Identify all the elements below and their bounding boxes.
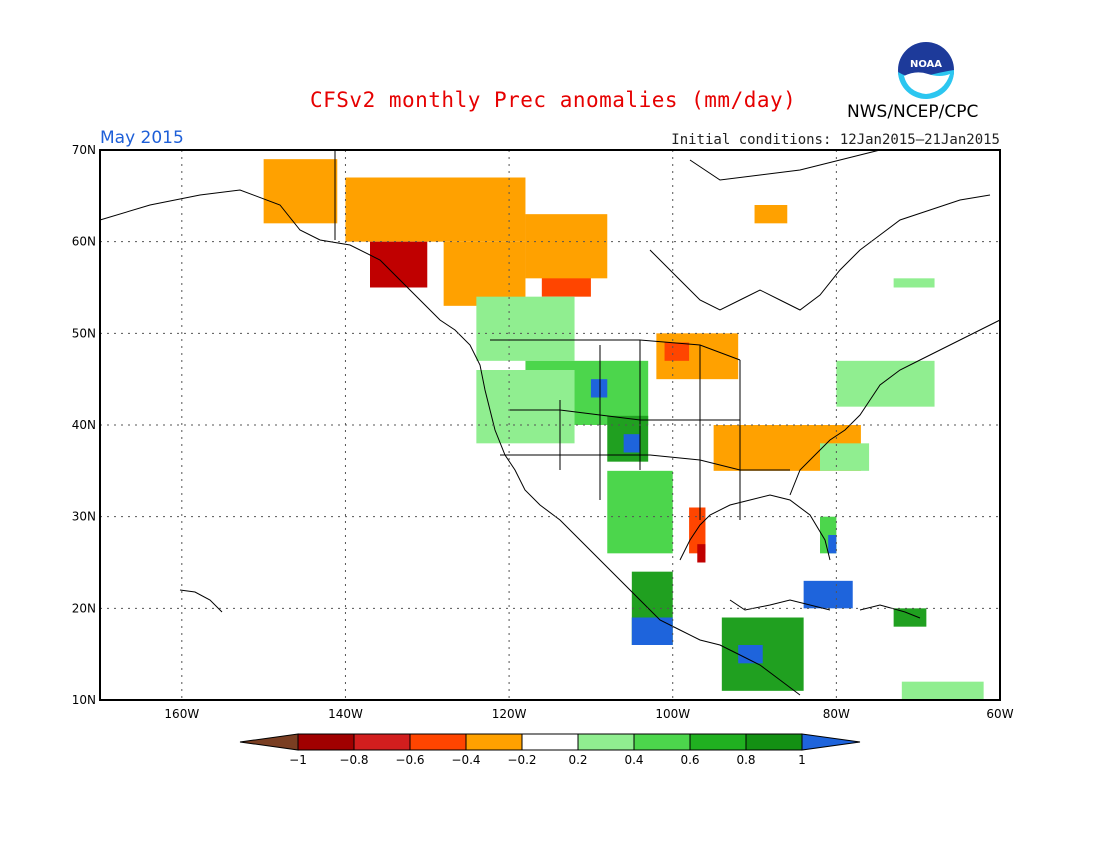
- colorbar-swatch: [521, 733, 579, 751]
- colorbar-label: 1: [798, 753, 806, 767]
- lat-tick-label: 20N: [72, 601, 96, 615]
- anomaly-ontario-mod-dry: [664, 342, 690, 361]
- colorbar-swatch: [577, 733, 635, 751]
- agency-label: NWS/NCEP/CPC: [847, 102, 979, 122]
- colorbar-label: −0.2: [507, 753, 536, 767]
- colorbar-high-arrow: [801, 733, 861, 751]
- noaa-logo-icon: NOAA: [898, 42, 955, 100]
- colorbar-swatch: [409, 733, 467, 751]
- lon-tick-label: 80W: [823, 707, 850, 721]
- colorbar-label: 0.2: [568, 753, 587, 767]
- lat-tick-label: 30N: [72, 510, 96, 524]
- colorbar-label: 0.8: [736, 753, 755, 767]
- anomaly-pacnw-wet: [476, 296, 575, 361]
- longitude-labels: 160W 140W 120W 100W 80W 60W: [164, 707, 1013, 721]
- map-gridlines: [100, 150, 1000, 700]
- lon-tick-label: 160W: [164, 707, 199, 721]
- colorbar-swatch: [745, 733, 803, 751]
- anomaly-bc-coast-dry: [370, 241, 428, 288]
- colorbar-label: −0.8: [339, 753, 368, 767]
- lat-tick-label: 40N: [72, 418, 96, 432]
- lon-tick-label: 60W: [986, 707, 1013, 721]
- initial-conditions: Initial conditions: 12Jan2015–21Jan2015: [671, 132, 1000, 148]
- anomaly-n-alaska-dry: [263, 159, 338, 224]
- anomaly-montana-very-wet: [590, 379, 608, 398]
- latitude-labels: 70N 60N 50N 40N 30N 20N 10N: [72, 143, 96, 707]
- anomaly-n-quebec-wet: [893, 278, 935, 288]
- colorbar-label: −0.6: [395, 753, 424, 767]
- colorbar-swatch: [297, 733, 355, 751]
- anomaly-mexico-very-wet: [631, 617, 673, 645]
- anomaly-cuba-very-wet: [803, 580, 853, 609]
- anomaly-se-us-wet: [820, 443, 870, 471]
- coastlines: [99, 149, 1001, 696]
- lon-tick-label: 100W: [655, 707, 690, 721]
- colorbar-swatch: [689, 733, 747, 751]
- chart-title: CFSv2 monthly Prec anomalies (mm/day): [310, 88, 797, 112]
- anomaly-great-basin-wet: [476, 370, 575, 444]
- forecast-period: May 2015: [100, 128, 184, 148]
- colorbar-low-arrow: [239, 733, 299, 751]
- anomaly-texas-coast-very-dry: [697, 544, 706, 563]
- colorbar: −1 −0.8 −0.6 −0.4 −0.2 0.2 0.4 0.6 0.8 1: [239, 733, 861, 767]
- lat-tick-label: 60N: [72, 235, 96, 249]
- colorbar-swatch: [633, 733, 691, 751]
- lon-tick-label: 140W: [328, 707, 363, 721]
- map-frame: [99, 149, 1001, 701]
- lat-tick-label: 50N: [72, 326, 96, 340]
- anomaly-texas-coast-dry: [689, 507, 706, 554]
- lat-tick-label: 70N: [72, 143, 96, 157]
- anomaly-nw-canada-dry: [345, 177, 526, 242]
- anomaly-w-canada-dry: [443, 241, 526, 306]
- anomaly-alberta-dry: [525, 214, 608, 279]
- anomaly-regions: [263, 159, 984, 700]
- lat-tick-label: 10N: [72, 693, 96, 707]
- anomaly-florida-very-wet: [828, 535, 837, 554]
- anomaly-venezuela-wet: [901, 681, 984, 700]
- lon-tick-label: 120W: [492, 707, 527, 721]
- anomaly-ne-us-wet: [836, 360, 935, 407]
- anomaly-hispaniola-wet: [893, 608, 927, 627]
- anomaly-colorado-very-wet: [623, 434, 640, 453]
- anomaly-central-america-very-wet: [738, 645, 763, 664]
- noaa-logo-text: NOAA: [910, 59, 942, 70]
- colorbar-swatch: [465, 733, 523, 751]
- anomaly-texas-wet: [607, 470, 673, 554]
- colorbar-label: −1: [289, 753, 307, 767]
- colorbar-label: −0.4: [451, 753, 480, 767]
- colorbar-label: 0.6: [680, 753, 699, 767]
- colorbar-label: 0.4: [624, 753, 643, 767]
- anomaly-hudson-dry: [754, 205, 788, 224]
- colorbar-swatch: [353, 733, 411, 751]
